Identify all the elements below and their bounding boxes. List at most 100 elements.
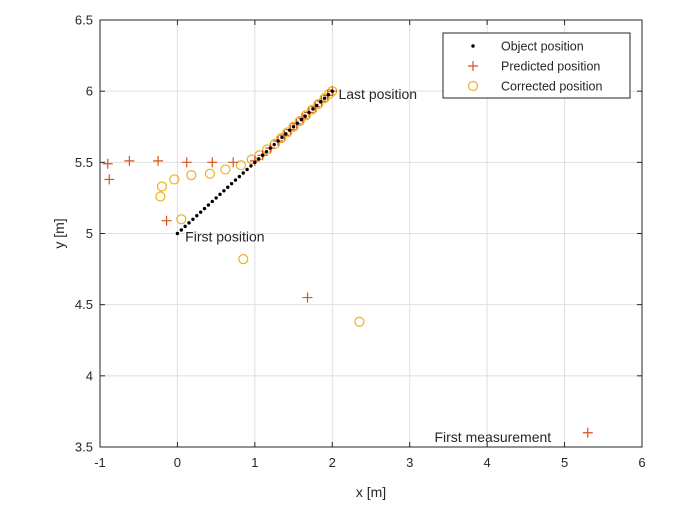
object-position-point <box>299 117 304 122</box>
predicted-position-marker <box>297 113 308 124</box>
y-tick-label: 6 <box>86 84 93 99</box>
x-tick-label: 1 <box>251 455 258 470</box>
object-position-point <box>206 203 211 207</box>
x-tick-label: -1 <box>94 455 106 470</box>
legend: Object position Predicted position Correct… <box>442 32 631 99</box>
x-tick-label: 6 <box>638 455 645 470</box>
object-position-point <box>322 96 327 100</box>
corrected-position-marker <box>354 316 365 327</box>
object-position-point <box>315 103 319 108</box>
corrected-position-marker <box>246 154 257 165</box>
object-position-point <box>226 185 230 189</box>
object-position-point <box>288 128 292 133</box>
object-position-point <box>237 174 242 179</box>
predicted-position-marker <box>124 155 135 166</box>
predicted-position-marker <box>181 157 192 168</box>
object-position-point <box>249 164 253 168</box>
corrected-position-marker <box>307 104 318 115</box>
object-position-point <box>303 114 307 118</box>
legend-marker <box>471 44 475 48</box>
legend-marker <box>468 61 478 71</box>
legend-entry-label: Corrected position <box>501 80 602 94</box>
object-position-point <box>284 132 288 136</box>
corrected-position-marker <box>204 168 216 179</box>
object-position-point <box>311 107 315 111</box>
predicted-position-marker <box>228 157 239 168</box>
corrected-position-marker <box>235 160 247 171</box>
object-position-point <box>179 228 183 232</box>
x-tick-label: 4 <box>484 455 491 470</box>
object-position-point <box>233 178 238 182</box>
y-tick-label: 4.5 <box>75 297 93 312</box>
y-tick-label: 5 <box>86 226 93 241</box>
corrected-position-marker <box>282 127 293 138</box>
object-position-point <box>276 139 280 143</box>
legend-marker <box>467 80 479 92</box>
annotations: First position Last position First measure… <box>185 86 551 445</box>
object-position-point <box>218 192 222 197</box>
data-series <box>102 86 593 438</box>
x-tick-labels: -1 0 1 2 3 4 5 6 <box>94 455 645 470</box>
predicted-position-marker <box>102 158 113 169</box>
x-tick-label: 2 <box>329 455 336 470</box>
y-tick-label: 5.5 <box>75 155 93 170</box>
x-tick-label: 0 <box>174 455 181 470</box>
corrected-position-marker <box>186 170 197 181</box>
object-position-point <box>253 160 257 165</box>
predicted-position-marker <box>207 157 218 168</box>
predicted-position-marker <box>153 155 164 166</box>
object-position-point <box>222 189 226 193</box>
legend-entry-label: Predicted position <box>501 60 600 74</box>
predicted-position-marker <box>310 101 321 112</box>
corrected-position-marker <box>294 115 305 127</box>
predicted-position-marker <box>104 174 115 185</box>
object-position-point <box>202 206 207 211</box>
x-axis-label: x [m] <box>356 484 386 500</box>
y-tick-label: 3.5 <box>75 440 93 455</box>
corrected-position-marker <box>169 174 180 185</box>
object-position-point <box>295 121 300 125</box>
corrected-position-marker <box>238 254 249 265</box>
object-position-point <box>210 199 214 204</box>
object-position-point <box>268 146 273 150</box>
predicted-position-marker <box>279 130 290 141</box>
corrected-position-marker <box>155 191 166 202</box>
annotation-label: First position <box>185 228 264 244</box>
annotation-label: First measurement <box>434 429 551 445</box>
y-tick-label: 4 <box>86 368 93 383</box>
corrected-position-marker <box>220 164 231 175</box>
object-position-point <box>307 110 311 115</box>
object-position-point <box>257 157 261 161</box>
object-position-point <box>187 221 191 225</box>
x-tick-label: 3 <box>406 455 413 470</box>
object-position-point <box>241 171 245 175</box>
y-axis-label: y [m] <box>51 218 67 248</box>
corrected-position-marker <box>324 88 335 100</box>
y-tick-label: 6.5 <box>75 13 93 28</box>
corrected-position-marker <box>276 133 287 144</box>
annotation-label: Last position <box>338 86 417 102</box>
predicted-position-marker <box>302 292 313 303</box>
predicted-position-marker <box>161 215 172 226</box>
object-position-point <box>280 135 284 140</box>
object-position-point <box>272 142 276 147</box>
object-position-point <box>264 149 269 154</box>
predicted-position-marker <box>582 427 593 438</box>
object-position-point <box>326 93 331 97</box>
object-position-series <box>175 89 334 236</box>
object-position-point <box>214 196 218 200</box>
object-position-point <box>330 89 334 93</box>
corrected-position-marker <box>176 214 187 225</box>
corrected-position-marker <box>300 110 312 121</box>
corrected-position-marker <box>313 98 324 110</box>
object-position-point <box>291 125 296 129</box>
object-position-point <box>260 153 265 157</box>
object-position-point <box>191 217 195 221</box>
corrected-position-marker <box>156 181 168 192</box>
legend-entry-label: Object position <box>501 40 584 54</box>
object-position-point <box>318 100 323 104</box>
axis-ticks <box>99 19 643 448</box>
object-position-point <box>198 210 203 214</box>
object-position-point <box>229 181 234 186</box>
